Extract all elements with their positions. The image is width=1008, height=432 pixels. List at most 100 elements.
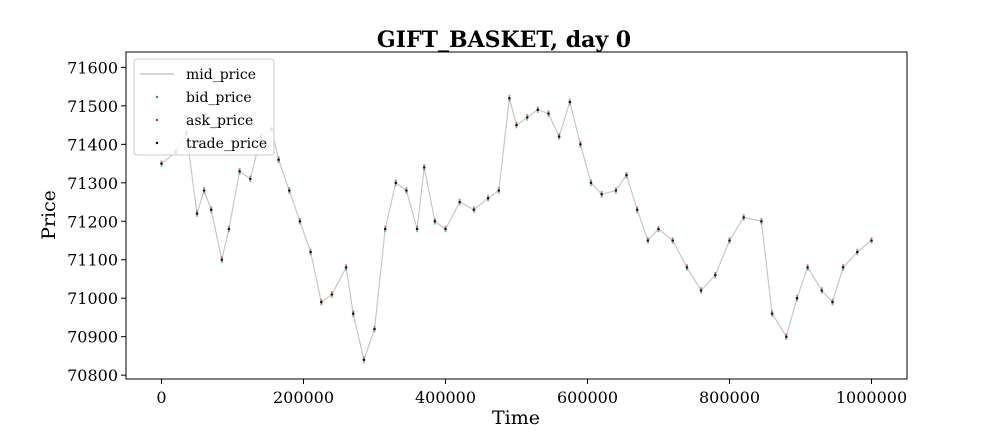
bid-price-point xyxy=(352,314,355,317)
trade-price-legend-swatch xyxy=(155,141,159,145)
ask-price-point xyxy=(600,190,603,194)
bid-price-point xyxy=(760,222,763,225)
ask-price-point xyxy=(771,310,774,313)
trade-price-point xyxy=(625,173,628,177)
ask-price-point xyxy=(203,187,206,190)
trade-price-point xyxy=(472,208,476,211)
y-tick-label: 71100 xyxy=(67,251,118,270)
bid-price-point xyxy=(195,214,199,217)
bid-price-point xyxy=(547,114,550,117)
mid-price-legend-label: mid_price xyxy=(186,67,256,83)
bid-price-point xyxy=(685,268,689,271)
ask-price-point xyxy=(238,167,241,171)
bid-price-point xyxy=(842,268,845,271)
trade-price-point xyxy=(699,289,703,292)
bid-price-point xyxy=(700,291,703,294)
trade-price-point xyxy=(288,189,291,192)
bid-price-point xyxy=(423,168,426,171)
ask-price-point xyxy=(636,206,639,209)
ask-price-point xyxy=(685,264,689,267)
bid-price-point xyxy=(625,176,628,179)
trade-price-point xyxy=(671,239,674,242)
trade-price-point xyxy=(373,327,376,331)
ask-price-point xyxy=(458,198,461,201)
ask-price-point xyxy=(728,237,731,240)
bid-price-point xyxy=(657,230,660,233)
bid-price-point xyxy=(249,180,252,183)
trade-price-point xyxy=(394,181,398,185)
bid-price-point xyxy=(394,184,397,187)
legend-box xyxy=(133,58,275,156)
x-tick-label: 600000 xyxy=(557,388,618,407)
bid-price-point xyxy=(362,361,365,364)
ask-price-point xyxy=(842,264,845,267)
ask-price-point xyxy=(558,133,561,136)
bid-price-point xyxy=(309,253,312,256)
ask-price-point xyxy=(320,298,323,301)
ask-price-point xyxy=(405,187,408,190)
bid-price-point xyxy=(487,199,490,202)
chart-title: GIFT_BASKET, day 0 xyxy=(377,27,631,53)
bid-price-point xyxy=(646,241,650,244)
trade-price-point xyxy=(405,189,408,192)
bid-price-point xyxy=(526,118,529,121)
ask-price-point xyxy=(195,210,199,213)
bid-price-point xyxy=(671,241,674,244)
ask-price-point xyxy=(760,217,763,221)
trade-price-point xyxy=(486,196,490,200)
bid-price-point xyxy=(277,160,280,164)
trade-price-point xyxy=(557,135,561,138)
trade-price-point xyxy=(600,193,603,196)
ask-price-point xyxy=(309,248,312,251)
ask-price-point xyxy=(345,264,348,267)
trade-price-point xyxy=(309,250,312,254)
trade-price-point xyxy=(646,239,650,242)
ask-price-point xyxy=(227,225,230,228)
trade-price-point xyxy=(525,116,529,119)
y-tick-label: 71000 xyxy=(67,289,118,308)
bid-price-point xyxy=(558,137,561,140)
trade-price-point xyxy=(831,300,834,304)
bid-price-point xyxy=(298,222,301,225)
bid-price-point xyxy=(238,172,241,175)
ask-price-point xyxy=(288,187,291,190)
bid-price-point xyxy=(870,241,873,244)
bid-price-point xyxy=(742,218,745,221)
ask-price-point xyxy=(742,214,745,217)
bid-price-point xyxy=(795,299,799,302)
ask-price-point xyxy=(210,206,213,209)
x-tick-label: 200000 xyxy=(273,388,334,407)
ask-price-point xyxy=(831,298,834,301)
trade-price-point xyxy=(515,123,518,127)
trade-price-point xyxy=(238,170,241,173)
bid-price-point xyxy=(508,99,511,102)
ask-price-point xyxy=(444,225,447,228)
ask-price-point xyxy=(526,114,529,117)
trade-price-point xyxy=(728,239,731,242)
trade-price-point xyxy=(195,212,199,215)
trade-price-point xyxy=(742,216,745,219)
bid-price-point xyxy=(536,110,539,114)
bid-price-point xyxy=(636,210,639,214)
bid-price-point xyxy=(515,126,518,129)
trade-price-point xyxy=(579,143,582,146)
ask-price-point xyxy=(160,160,163,163)
trade-price-point xyxy=(209,208,213,211)
ask-price-point xyxy=(423,164,426,167)
ask-price-point xyxy=(646,237,650,240)
ask-price-point xyxy=(330,291,333,294)
trade-price-point xyxy=(330,293,334,296)
bid-price-point xyxy=(771,314,774,317)
trade-price-point xyxy=(362,358,366,362)
ask-price-point xyxy=(579,140,582,144)
ask-price-point xyxy=(657,225,660,228)
bid-price-point xyxy=(497,191,500,194)
trade-price-point xyxy=(536,108,540,111)
trade-price-point xyxy=(220,258,224,262)
ask-price-point xyxy=(249,175,252,178)
y-tick-label: 71200 xyxy=(67,212,118,231)
bid-price-point xyxy=(589,184,593,187)
y-tick-label: 71600 xyxy=(67,58,118,77)
bid-price-point xyxy=(227,230,230,233)
